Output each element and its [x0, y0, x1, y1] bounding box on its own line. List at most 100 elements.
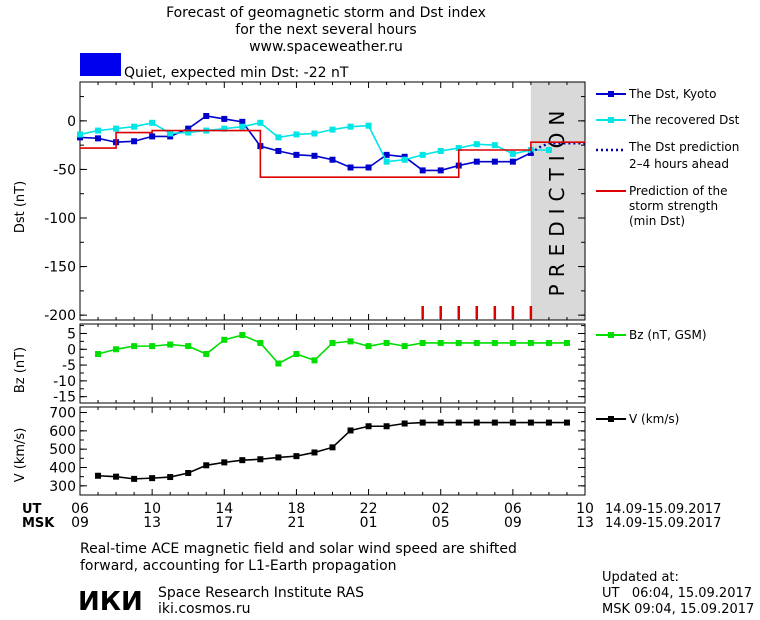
dst-series-0-point — [95, 135, 102, 142]
v-series-0-point — [95, 472, 102, 479]
dst-series-0-point — [491, 158, 498, 165]
dst-series-1-point — [239, 123, 246, 130]
v-series-0-point — [203, 462, 210, 469]
dst-series-1-point — [311, 130, 318, 137]
ut-label: UT — [22, 502, 42, 517]
prediction-label: PREDICTION — [545, 104, 569, 297]
dst-series-0-point — [365, 164, 372, 171]
dst-series-1-point — [293, 131, 300, 138]
bz-series-0-point — [437, 339, 444, 346]
legend-strength-label-line1: Prediction of the — [629, 184, 728, 198]
institute-url[interactable]: iki.cosmos.ru — [158, 601, 250, 617]
v-y-tick-label: 700 — [49, 406, 76, 422]
bz-series-0-point — [527, 339, 534, 346]
bz-series-0-point — [149, 343, 156, 350]
dst-y-tick-label: -100 — [44, 211, 76, 227]
dst-series-1-point — [221, 125, 228, 132]
v-series-0-point — [527, 419, 534, 426]
v-series-0-point — [149, 475, 156, 482]
v-y-tick-label: 600 — [49, 424, 76, 440]
dst-series-0-point — [509, 158, 516, 165]
bz-series-0-point — [365, 343, 372, 350]
v-y-tick-label: 300 — [49, 479, 76, 495]
dst-series-0-point — [185, 125, 192, 132]
v-series-0-point — [455, 419, 462, 426]
dst-series-1-point — [149, 119, 156, 126]
bz-series-0-point — [257, 339, 264, 346]
v-series-0-point — [383, 423, 390, 430]
dst-series-1-point — [113, 125, 120, 132]
dst-series-1-point — [167, 130, 174, 137]
updated-label: Updated at: — [602, 570, 679, 585]
bz-series-0-point — [329, 339, 336, 346]
v-series-0-point — [275, 454, 282, 461]
ut-tick-label: 18 — [288, 501, 306, 517]
bz-series-0-point — [419, 339, 426, 346]
bz-series-0-point — [95, 351, 102, 358]
bz-plot-frame — [79, 323, 586, 404]
legend-bz-label: Bz (nT, GSM) — [629, 328, 707, 342]
ut-tick-label: 22 — [360, 501, 378, 517]
dst-series-1-point — [419, 151, 426, 158]
v-series-0-point — [239, 457, 246, 464]
dst-series-0-point — [329, 156, 336, 163]
dst-series-0-point — [347, 164, 354, 171]
ut-date-range: 14.09-15.09.2017 — [605, 502, 721, 517]
v-series-0-point — [167, 474, 174, 481]
ut-tick-label: 02 — [432, 501, 450, 517]
dst-series-1-point — [329, 126, 336, 133]
v-series-0-point — [257, 456, 264, 463]
dst-series-0-point — [131, 138, 138, 145]
bz-series-0-point — [131, 343, 138, 350]
v-series-0-point — [509, 419, 516, 426]
dst-series-1-point — [455, 145, 462, 152]
v-series-0-point — [221, 459, 228, 466]
dst-series-0-point — [275, 147, 282, 154]
page-title: Forecast of geomagnetic storm and Dst in… — [166, 5, 486, 21]
v-y-tick-label: 500 — [49, 442, 76, 458]
v-series-0-point — [131, 475, 138, 482]
prediction-region — [530, 82, 585, 320]
bz-series-0-point — [455, 339, 462, 346]
bz-panel: 50-5-10-15 — [53, 323, 586, 406]
website-link[interactable]: www.spaceweather.ru — [249, 39, 403, 55]
page-subtitle: for the next several hours — [235, 22, 416, 38]
v-series-0-point — [491, 419, 498, 426]
footnote-line1: Real-time ACE magnetic field and solar w… — [80, 541, 517, 557]
dst-series-1-point — [275, 134, 282, 141]
updated-ut: UT 06:04, 15.09.2017 — [602, 586, 752, 601]
v-series-0-point — [437, 419, 444, 426]
v-plot-frame — [79, 406, 586, 496]
bz-y-tick-label: 0 — [67, 342, 76, 358]
legend-strength-label-line3: (min Dst) — [629, 214, 685, 228]
dst-series-1-point — [437, 147, 444, 154]
ut-tick-label: 10 — [143, 501, 161, 517]
v-series-0-point — [473, 419, 480, 426]
dst-y-tick-label: -200 — [44, 308, 76, 324]
dst-series-1-point — [401, 156, 408, 163]
v-series-0-point — [293, 453, 300, 460]
dst-series-3-line — [80, 129, 585, 178]
bz-series-0-point — [203, 351, 210, 358]
dst-series-1-point — [509, 150, 516, 157]
v-series-0-point — [113, 473, 120, 480]
bz-series-0-point — [509, 339, 516, 346]
status-color-swatch — [80, 53, 121, 76]
msk-label: MSK — [22, 516, 55, 531]
msk-tick-label: 13 — [576, 515, 594, 531]
institute-name: Space Research Institute RAS — [158, 585, 364, 601]
ut-tick-label: 06 — [504, 501, 522, 517]
bz-series-0-line — [97, 334, 567, 365]
bz-series-0-point — [473, 339, 480, 346]
status-text: Quiet, expected min Dst: -22 nT — [124, 65, 349, 81]
legend-v-label: V (km/s) — [629, 412, 679, 426]
bz-y-tick-label: -10 — [53, 374, 76, 390]
dst-y-tick-label: -150 — [44, 260, 76, 276]
ut-tick-label: 10 — [576, 501, 594, 517]
legend: The Dst, Kyoto The recovered Dst The Dst… — [596, 87, 740, 426]
dst-series-0-point — [239, 118, 246, 125]
msk-tick-label: 17 — [215, 515, 233, 531]
msk-tick-label: 13 — [143, 515, 161, 531]
